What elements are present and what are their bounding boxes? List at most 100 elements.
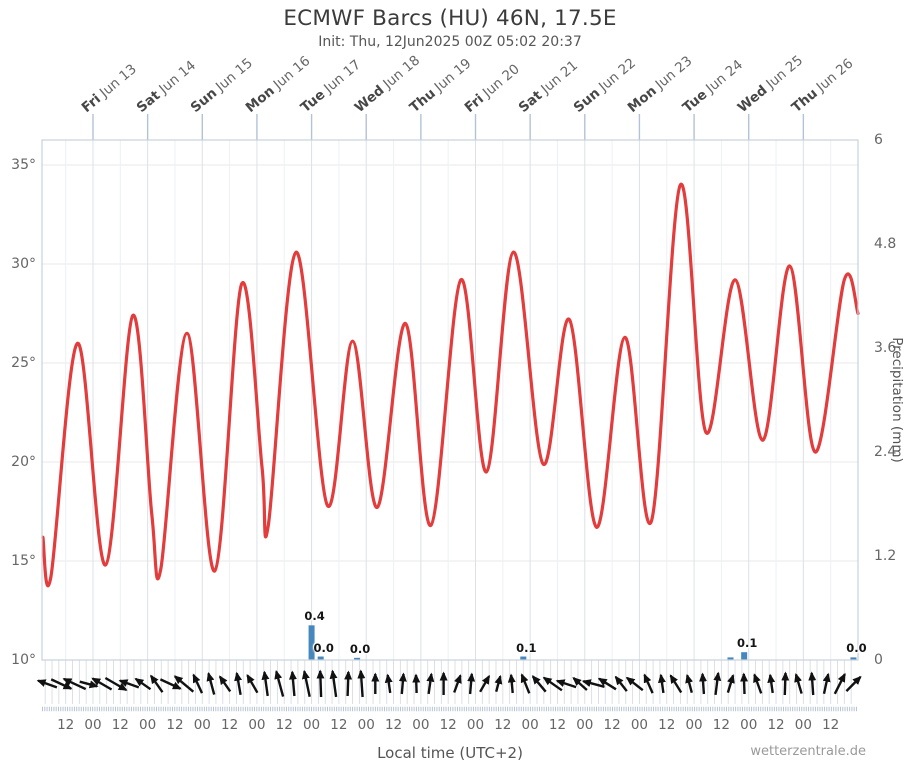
time-tick-label: 00 [630, 717, 649, 733]
precip-bar [308, 625, 315, 660]
time-tick-label: 00 [193, 717, 211, 733]
wind-arrow-icon [845, 675, 862, 692]
temperature-curve [41, 183, 860, 588]
wind-arrow-icon [713, 671, 722, 696]
wind-arrow-icon [192, 673, 204, 694]
wind-arrow-icon [657, 673, 666, 694]
time-tick-label: 12 [822, 717, 840, 733]
time-tick-label: 00 [685, 717, 703, 733]
time-tick-label: 00 [84, 717, 102, 733]
wind-arrow-icon [614, 675, 628, 692]
wind-arrow-icon [699, 672, 708, 695]
wind-arrow-icon [288, 670, 297, 697]
time-tick-label: 12 [548, 717, 567, 733]
wind-arrow-icon [357, 669, 366, 698]
time-tick-label: 00 [576, 717, 594, 733]
precip-value-label: 0.1 [736, 636, 758, 651]
time-tick-label: 12 [330, 717, 348, 733]
wind-arrow-icon [301, 669, 311, 697]
wind-arrow-icon [625, 676, 644, 692]
precip-bar [317, 656, 324, 660]
wind-arrow-icon [833, 672, 846, 695]
wind-arrow-icon [643, 673, 654, 694]
precip-value-label: 0.0 [313, 640, 334, 655]
wind-arrow-icon [398, 672, 407, 695]
wind-arrow-icon [134, 677, 152, 691]
wind-arrow-icon [150, 674, 164, 693]
wind-arrow-icon [62, 677, 87, 691]
precip-value-label: 0.0 [349, 641, 371, 656]
precip-bar [354, 657, 361, 660]
watermark-label: wetterzentrale.de [750, 744, 866, 759]
precip-bar [520, 656, 527, 660]
wind-arrow-icon [542, 676, 563, 692]
wind-arrow-icon [50, 678, 73, 690]
precip-tick-label: 3.6 [874, 340, 897, 356]
time-tick-label: 00 [357, 717, 375, 733]
wind-arrow-icon [808, 671, 817, 696]
precip-value-label: 0.0 [846, 641, 867, 656]
wind-arrow-icon [740, 672, 749, 695]
wind-arrow-icon [467, 672, 476, 695]
time-tick-label: 00 [740, 717, 758, 733]
time-tick-label: 12 [603, 717, 621, 733]
wind-arrow-icon [218, 675, 232, 693]
time-tick-label: 12 [111, 717, 129, 733]
time-tick-label: 00 [302, 717, 321, 733]
wind-arrow-icon [781, 671, 790, 696]
precip-value-label: 0.1 [516, 640, 537, 655]
wind-arrow-icon [412, 673, 421, 694]
time-tick-label: 12 [384, 717, 403, 733]
wind-arrow-icon [159, 678, 182, 690]
temp-tick-label: 25° [11, 355, 36, 371]
wind-arrow-icon [507, 673, 516, 694]
wind-arrow-icon [531, 675, 547, 693]
precip-value-label: 0.4 [304, 609, 325, 624]
time-tick-label: 12 [439, 717, 457, 733]
wind-arrow-icon [726, 673, 735, 693]
wind-arrow-icon [36, 679, 58, 689]
time-tick-label: 00 [794, 717, 812, 733]
time-tick-label: 12 [166, 717, 184, 733]
wind-arrow-icon [669, 674, 683, 694]
time-tick-label: 12 [275, 717, 293, 733]
wind-band-ticks [42, 660, 858, 712]
wind-arrow-icon [794, 672, 803, 694]
precipitation-bars [308, 625, 857, 660]
precip-tick-label: 6 [874, 132, 883, 148]
wind-arrow-icon [206, 671, 216, 695]
wind-arrow-icon [234, 671, 243, 696]
precip-bar [741, 652, 748, 660]
wind-arrow-icon [426, 672, 435, 695]
wind-arrow-icon [118, 679, 140, 689]
precip-tick-label: 0 [874, 652, 883, 668]
wind-arrow-icon [479, 674, 491, 693]
wind-arrow-icon [104, 676, 128, 692]
time-tick-label: 12 [57, 717, 75, 733]
wind-arrow-icon [261, 670, 270, 697]
wind-arrow-icon [753, 673, 763, 694]
wind-arrows [36, 669, 862, 698]
wind-arrow-icon [344, 670, 353, 697]
temp-tick-label: 15° [11, 553, 36, 569]
time-tick-label: 00 [139, 717, 157, 733]
precip-axis-title: Precipitation (mm) [889, 337, 905, 463]
time-tick-label: 12 [658, 717, 676, 733]
plot-border [41, 139, 859, 661]
time-tick-label: 12 [494, 717, 512, 733]
chart-title: ECMWF Barcs (HU) 46N, 17.5E [283, 6, 617, 31]
wind-arrow-icon [685, 673, 693, 694]
wind-arrow-icon [453, 674, 462, 693]
time-tick-label: 00 [412, 717, 430, 733]
gridlines [42, 140, 858, 661]
time-tick-label: 00 [248, 717, 266, 733]
wind-arrow-icon [316, 669, 325, 698]
wind-arrow-icon [581, 679, 605, 688]
wind-arrow-icon [329, 669, 338, 698]
wind-arrow-icon [384, 673, 393, 694]
wind-arrow-icon [91, 677, 113, 691]
time-axis-title: Local time (UTC+2) [377, 744, 523, 762]
wind-arrow-icon [822, 672, 831, 695]
precip-tick-label: 4.8 [874, 236, 897, 252]
